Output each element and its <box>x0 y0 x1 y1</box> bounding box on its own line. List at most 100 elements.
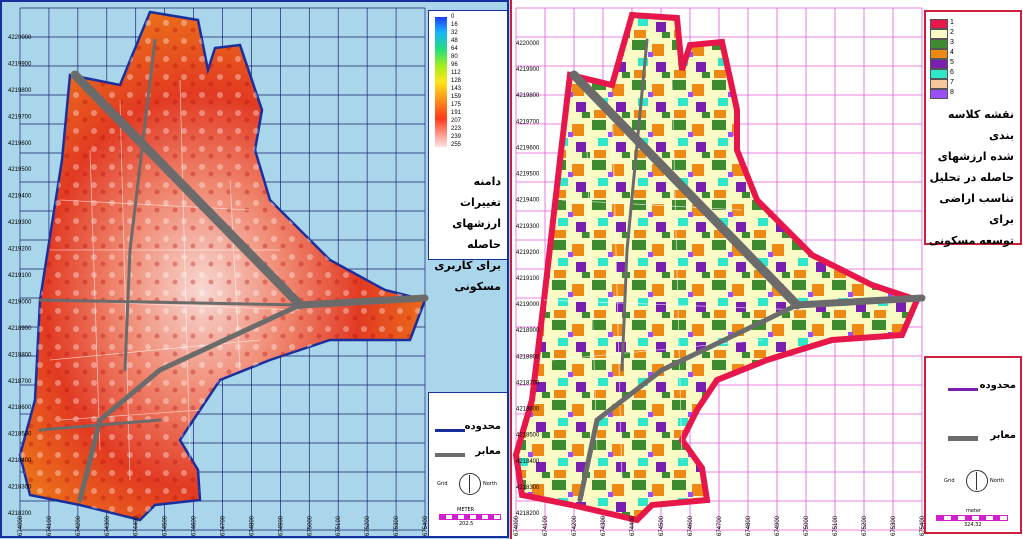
right-roads <box>569 38 926 503</box>
class-label: 8 <box>950 89 954 96</box>
right-study-area <box>512 11 922 524</box>
right-y-label: 4219800 <box>516 93 540 99</box>
colorbar-tick-label: 96 <box>451 62 458 68</box>
class-label: 6 <box>950 69 954 76</box>
right-y-label: 4219100 <box>516 276 540 282</box>
left-y-label: 4219200 <box>8 247 32 253</box>
left-y-label: 4218800 <box>8 352 32 358</box>
right-x-label: 674400 <box>630 515 636 536</box>
right-x-label: 675400 <box>920 515 926 536</box>
class-legend-item: 7 <box>930 78 970 89</box>
left-x-label: 675000 <box>307 515 313 536</box>
class-swatch <box>930 69 948 79</box>
panel-divider <box>510 0 512 539</box>
right-title-line-5: توسعه مسکونی <box>928 234 1014 247</box>
right-map-canvas: 4220000 4219900 4219800 4219700 4219600 42195… <box>512 7 926 536</box>
left-x-label: 674200 <box>76 515 82 536</box>
left-y-label: 4219700 <box>8 114 32 120</box>
left-title-line-1: دامنه تغییرات <box>460 175 501 209</box>
class-swatch <box>930 29 948 39</box>
left-y-label: 4219500 <box>8 167 32 173</box>
right-y-label: 4219600 <box>516 145 540 151</box>
class-label: 7 <box>950 79 954 86</box>
colorbar-tick-label: 239 <box>451 134 462 140</box>
right-y-label: 4218500 <box>516 433 540 439</box>
class-legend-item: 1 <box>930 18 970 29</box>
colorbar-tick-label: 143 <box>451 86 462 92</box>
class-swatch <box>930 79 948 89</box>
roads-line-swatch <box>435 453 465 457</box>
roads-line-swatch <box>948 436 978 441</box>
left-x-label: 675400 <box>423 515 429 536</box>
colorbar-tick-label: 0 <box>451 14 455 20</box>
left-y-label: 4218400 <box>8 458 32 464</box>
right-x-label: 674000 <box>514 515 520 536</box>
right-x-label: 674600 <box>688 515 694 536</box>
class-legend-item: 6 <box>930 68 970 79</box>
right-y-label: 4219900 <box>516 67 540 73</box>
colorbar-tick-label: 64 <box>451 46 458 52</box>
left-x-labels: 674000 674100 674200 674300 674400 674500 6746… <box>18 515 429 536</box>
scale-bar <box>439 514 501 520</box>
class-legend-item: 3 <box>930 38 970 49</box>
class-label: 1 <box>950 19 954 26</box>
left-y-label: 4218900 <box>8 326 32 332</box>
right-y-label: 4219200 <box>516 250 540 256</box>
right-y-label: 4220000 <box>516 41 540 47</box>
right-y-label: 4218900 <box>516 328 540 334</box>
class-label: 2 <box>950 29 954 36</box>
left-y-label: 4218500 <box>8 432 32 438</box>
colorbar-tick-label: 175 <box>451 102 462 108</box>
left-title-line-2: ارزشهای حاصله <box>452 217 501 251</box>
left-x-label: 674500 <box>163 515 169 536</box>
left-y-label: 4218300 <box>8 485 32 491</box>
colorbar-tick-label: 112 <box>451 70 461 76</box>
left-colorbar-legend: 0 16 32 48 64 80 96 112 128 143 159 175 191 207 223 239… <box>428 10 508 293</box>
right-x-label: 674100 <box>543 515 549 536</box>
north-arrow-icon <box>459 473 481 495</box>
right-class-legend: 1 2 3 4 5 6 7 8 نقشه کلاسه بندی شده ارزشهای حاص… <box>924 10 1022 247</box>
left-y-label: 4219900 <box>8 61 32 67</box>
left-map-canvas: 4220000 4219900 4219800 4219700 4219600 42195… <box>0 0 509 538</box>
left-x-label: 674000 <box>18 515 24 536</box>
scale-value: 202.5 <box>459 521 474 527</box>
boundary-label: محدوده <box>464 421 501 432</box>
right-map-title: نقشه کلاسه بندی شده ارزشهای حاصله در تحل… <box>924 104 1014 251</box>
left-x-label: 674300 <box>105 515 111 536</box>
right-x-label: 675200 <box>862 515 868 536</box>
class-legend-item: 8 <box>930 88 970 99</box>
colorbar-tick-label: 80 <box>451 54 458 60</box>
right-x-label: 675000 <box>804 515 810 536</box>
roads-label: معابر <box>475 446 501 457</box>
class-label: 5 <box>950 59 954 66</box>
class-legend-item: 4 <box>930 48 970 59</box>
left-x-label: 674700 <box>221 515 227 536</box>
right-title-line-2: شده ارزشهای <box>937 150 1014 163</box>
class-legend-item: 5 <box>930 58 970 69</box>
colorbar-tick-label: 16 <box>451 22 458 28</box>
boundary-line-swatch <box>435 429 465 432</box>
north-arrow-icon <box>966 470 988 492</box>
class-label: 3 <box>950 39 954 46</box>
right-y-label: 4219700 <box>516 119 540 125</box>
left-y-label: 4218600 <box>8 405 32 411</box>
left-x-label: 674600 <box>192 515 198 536</box>
left-y-label: 4220000 <box>8 35 32 41</box>
right-x-label: 675100 <box>833 515 839 536</box>
right-bottom-legend: محدوده معابر Grid North meter 324.32 <box>924 356 1022 534</box>
left-y-label: 4218700 <box>8 379 32 385</box>
north-grid-label: Grid <box>944 478 955 484</box>
right-x-label: 674500 <box>659 515 665 536</box>
right-title-line-4: تناسب اراضی برای <box>939 192 1014 226</box>
scale-unit: METER <box>457 507 475 513</box>
class-swatch <box>930 59 948 69</box>
right-y-labels: 4220000 4219900 4219800 4219700 4219600 42195… <box>516 41 540 517</box>
north-label: North <box>990 478 1004 484</box>
roads-label: معابر <box>990 430 1016 441</box>
left-x-label: 674900 <box>278 515 284 536</box>
left-x-label: 675100 <box>336 515 342 536</box>
right-y-label: 4219500 <box>516 172 540 178</box>
left-frame <box>0 0 509 538</box>
colorbar-tick-label: 48 <box>451 38 458 44</box>
colorbar-tick-label: 255 <box>451 142 462 148</box>
